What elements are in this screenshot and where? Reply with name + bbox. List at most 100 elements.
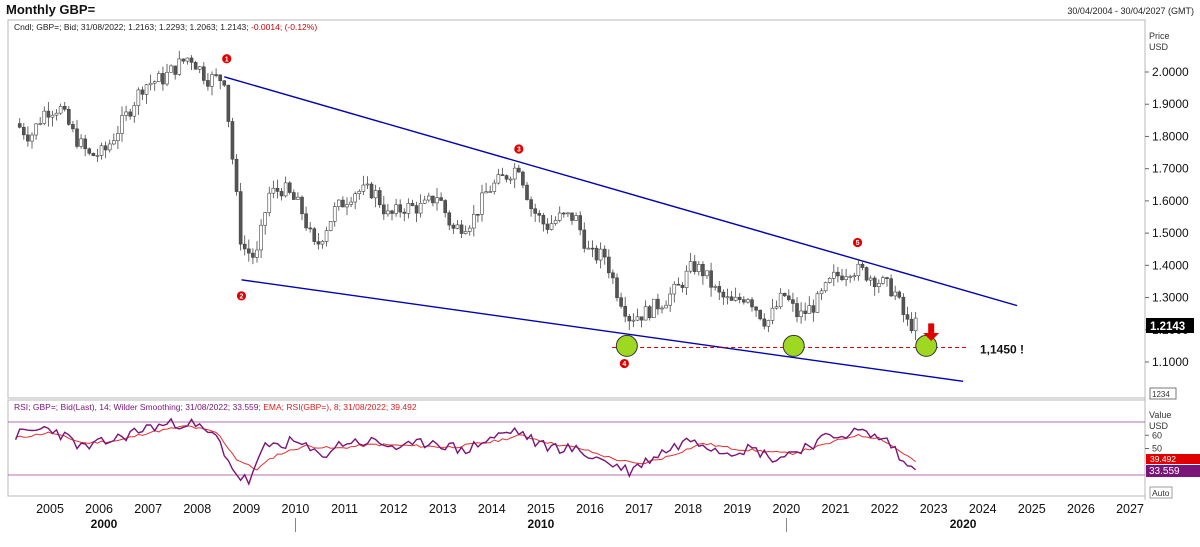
candle-82 (353, 191, 357, 210)
candle-body-164 (688, 261, 693, 272)
candle-body-21 (103, 145, 108, 151)
candle-body-54 (238, 191, 243, 245)
rsi-legend: RSI; GBP=; Bid(Last), 14; Wilder Smoothi… (14, 402, 417, 412)
candle-4 (34, 123, 38, 140)
candle-body-142 (598, 248, 603, 261)
wave-dot-1 (222, 54, 232, 64)
candle-body-196 (819, 290, 824, 295)
candle-176 (737, 292, 742, 304)
auto-button[interactable] (1149, 486, 1173, 499)
candle-60 (263, 211, 267, 235)
candle-body-49 (218, 74, 222, 82)
wave-marker-5: 5 (852, 237, 863, 248)
candle-body-135 (570, 212, 574, 221)
candle-15 (79, 134, 83, 149)
candle-body-17 (87, 148, 92, 154)
candle-73 (316, 232, 321, 250)
candle-211 (881, 275, 885, 285)
candle-68 (296, 192, 300, 200)
candle-143 (602, 245, 607, 265)
candle-132 (557, 206, 562, 223)
candle-body-191 (799, 310, 803, 318)
candle-body-156 (656, 298, 660, 310)
candle-body-152 (639, 316, 644, 321)
price-box[interactable] (1149, 387, 1177, 400)
candle-125 (529, 196, 533, 217)
candle-body-86 (369, 183, 374, 199)
candle-147 (619, 292, 623, 309)
candle-body-148 (623, 306, 627, 317)
candle-body-14 (75, 128, 79, 147)
candle-body-108 (459, 224, 464, 234)
candle-body-87 (373, 190, 378, 199)
candle-body-154 (647, 306, 652, 318)
candle-body-37 (169, 65, 173, 73)
candle-140 (590, 240, 595, 258)
candle-body-119 (504, 175, 509, 180)
candle-122 (517, 164, 521, 173)
candle-body-207 (864, 267, 869, 281)
candle-79 (341, 196, 345, 208)
candle-152 (639, 316, 644, 328)
candle-body-45 (202, 66, 206, 81)
candle-16 (83, 134, 87, 157)
candle-body-57 (251, 252, 255, 258)
chart-title: Monthly GBP= (6, 2, 96, 17)
candle-166 (697, 261, 701, 276)
candle-44 (197, 65, 202, 74)
candle-body-50 (222, 80, 227, 86)
candle-body-81 (349, 201, 353, 205)
candle-28 (132, 101, 137, 123)
candle-body-174 (729, 296, 734, 301)
candle-139 (586, 240, 591, 250)
candle-body-157 (660, 307, 664, 310)
candle-body-177 (742, 299, 746, 303)
date-range: 30/04/2004 - 30/04/2027 (GMT) (1067, 6, 1194, 16)
candle-body-125 (529, 199, 533, 210)
candle-107 (455, 220, 460, 230)
year-label-2025: 2025 (1018, 502, 1046, 516)
candle-body-42 (189, 57, 194, 63)
candle-96 (410, 199, 415, 207)
candle-body-32 (148, 82, 153, 86)
candle-51 (226, 84, 231, 128)
candle-159 (668, 287, 672, 312)
candle-body-203 (848, 276, 852, 278)
candle-body-162 (680, 284, 685, 288)
candle-184 (770, 298, 775, 325)
candle-208 (868, 275, 873, 286)
price-tick-label-3: 1.4000 (1152, 258, 1189, 272)
price-legend-change: -0.0014; (-0.12%) (251, 22, 318, 32)
candle-94 (402, 208, 407, 222)
candle-105 (447, 210, 452, 231)
channel-lower-line (241, 279, 964, 383)
candle-body-69 (300, 196, 304, 215)
candle-body-111 (472, 213, 476, 229)
candle-100 (427, 192, 431, 203)
candle-165 (692, 255, 697, 275)
candle-194 (811, 299, 816, 322)
price-unit-line1: Price (1149, 31, 1170, 41)
rsi-panel-border (7, 399, 1146, 497)
candle-180 (754, 305, 758, 317)
candle-body-211 (881, 277, 885, 284)
candle-106 (451, 223, 456, 235)
candle-body-9 (54, 112, 59, 116)
candle-body-41 (185, 57, 190, 62)
candle-body-126 (533, 208, 537, 214)
candle-body-59 (259, 224, 263, 251)
candle-body-158 (664, 304, 668, 309)
candle-212 (885, 276, 889, 287)
candle-52 (230, 117, 235, 165)
candle-body-130 (549, 223, 554, 230)
candle-body-141 (594, 247, 599, 261)
candle-body-124 (525, 184, 529, 200)
candle-body-25 (120, 115, 124, 134)
candle-113 (480, 184, 484, 222)
candle-70 (304, 206, 308, 231)
candle-body-205 (856, 263, 861, 277)
candle-body-163 (684, 270, 689, 288)
candle-158 (664, 300, 668, 309)
